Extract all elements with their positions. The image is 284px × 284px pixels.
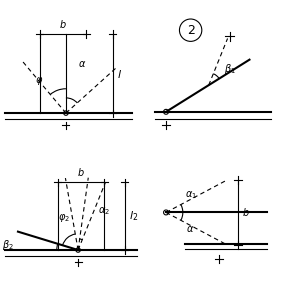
Text: $b$: $b$: [242, 206, 250, 218]
Text: $l$: $l$: [117, 68, 122, 80]
Text: 2: 2: [187, 24, 195, 37]
Text: $\alpha$: $\alpha$: [78, 59, 86, 69]
Text: $\beta_1$: $\beta_1$: [224, 62, 236, 76]
Text: $\varphi_2$: $\varphi_2$: [58, 212, 70, 224]
Text: $\alpha$: $\alpha$: [187, 224, 195, 234]
Text: $\alpha_1$: $\alpha_1$: [185, 189, 197, 201]
Text: $\beta_2$: $\beta_2$: [2, 237, 14, 252]
Text: $b$: $b$: [59, 18, 67, 30]
Text: $b$: $b$: [77, 166, 85, 178]
Text: $l_2$: $l_2$: [129, 209, 138, 223]
Text: $\alpha_2$: $\alpha_2$: [98, 206, 110, 217]
Text: $\varphi$: $\varphi$: [35, 75, 44, 87]
